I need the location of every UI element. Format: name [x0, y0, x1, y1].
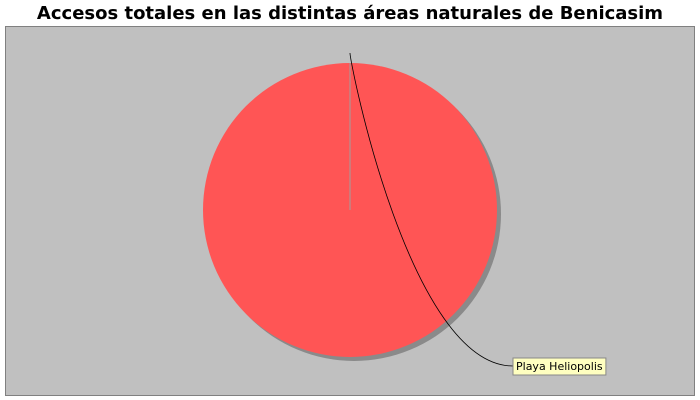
slice-label-leader — [349, 52, 514, 367]
slice-label-box — [512, 357, 607, 376]
slice-label: Playa Heliopolis — [516, 360, 603, 373]
chart-title: Accesos totales en las distintas áreas n… — [36, 3, 664, 24]
pie-layer: Playa Heliopolis — [203, 52, 607, 376]
